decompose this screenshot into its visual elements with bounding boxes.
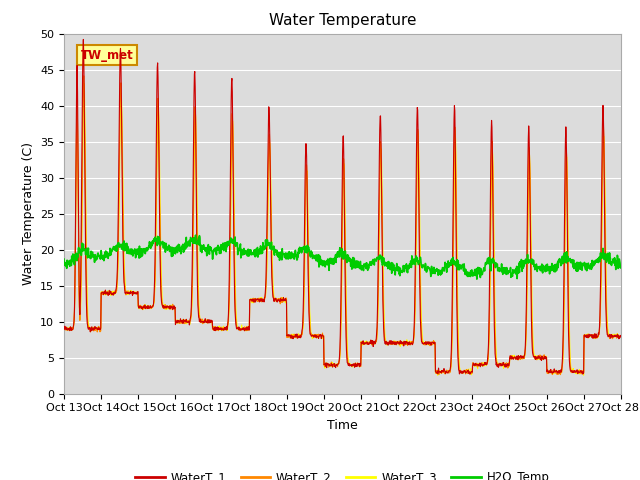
Legend: WaterT_1, WaterT_2, WaterT_3, H2O_Temp: WaterT_1, WaterT_2, WaterT_3, H2O_Temp bbox=[131, 466, 554, 480]
Text: TW_met: TW_met bbox=[81, 49, 134, 62]
X-axis label: Time: Time bbox=[327, 419, 358, 432]
Y-axis label: Water Temperature (C): Water Temperature (C) bbox=[22, 142, 35, 285]
Title: Water Temperature: Water Temperature bbox=[269, 13, 416, 28]
